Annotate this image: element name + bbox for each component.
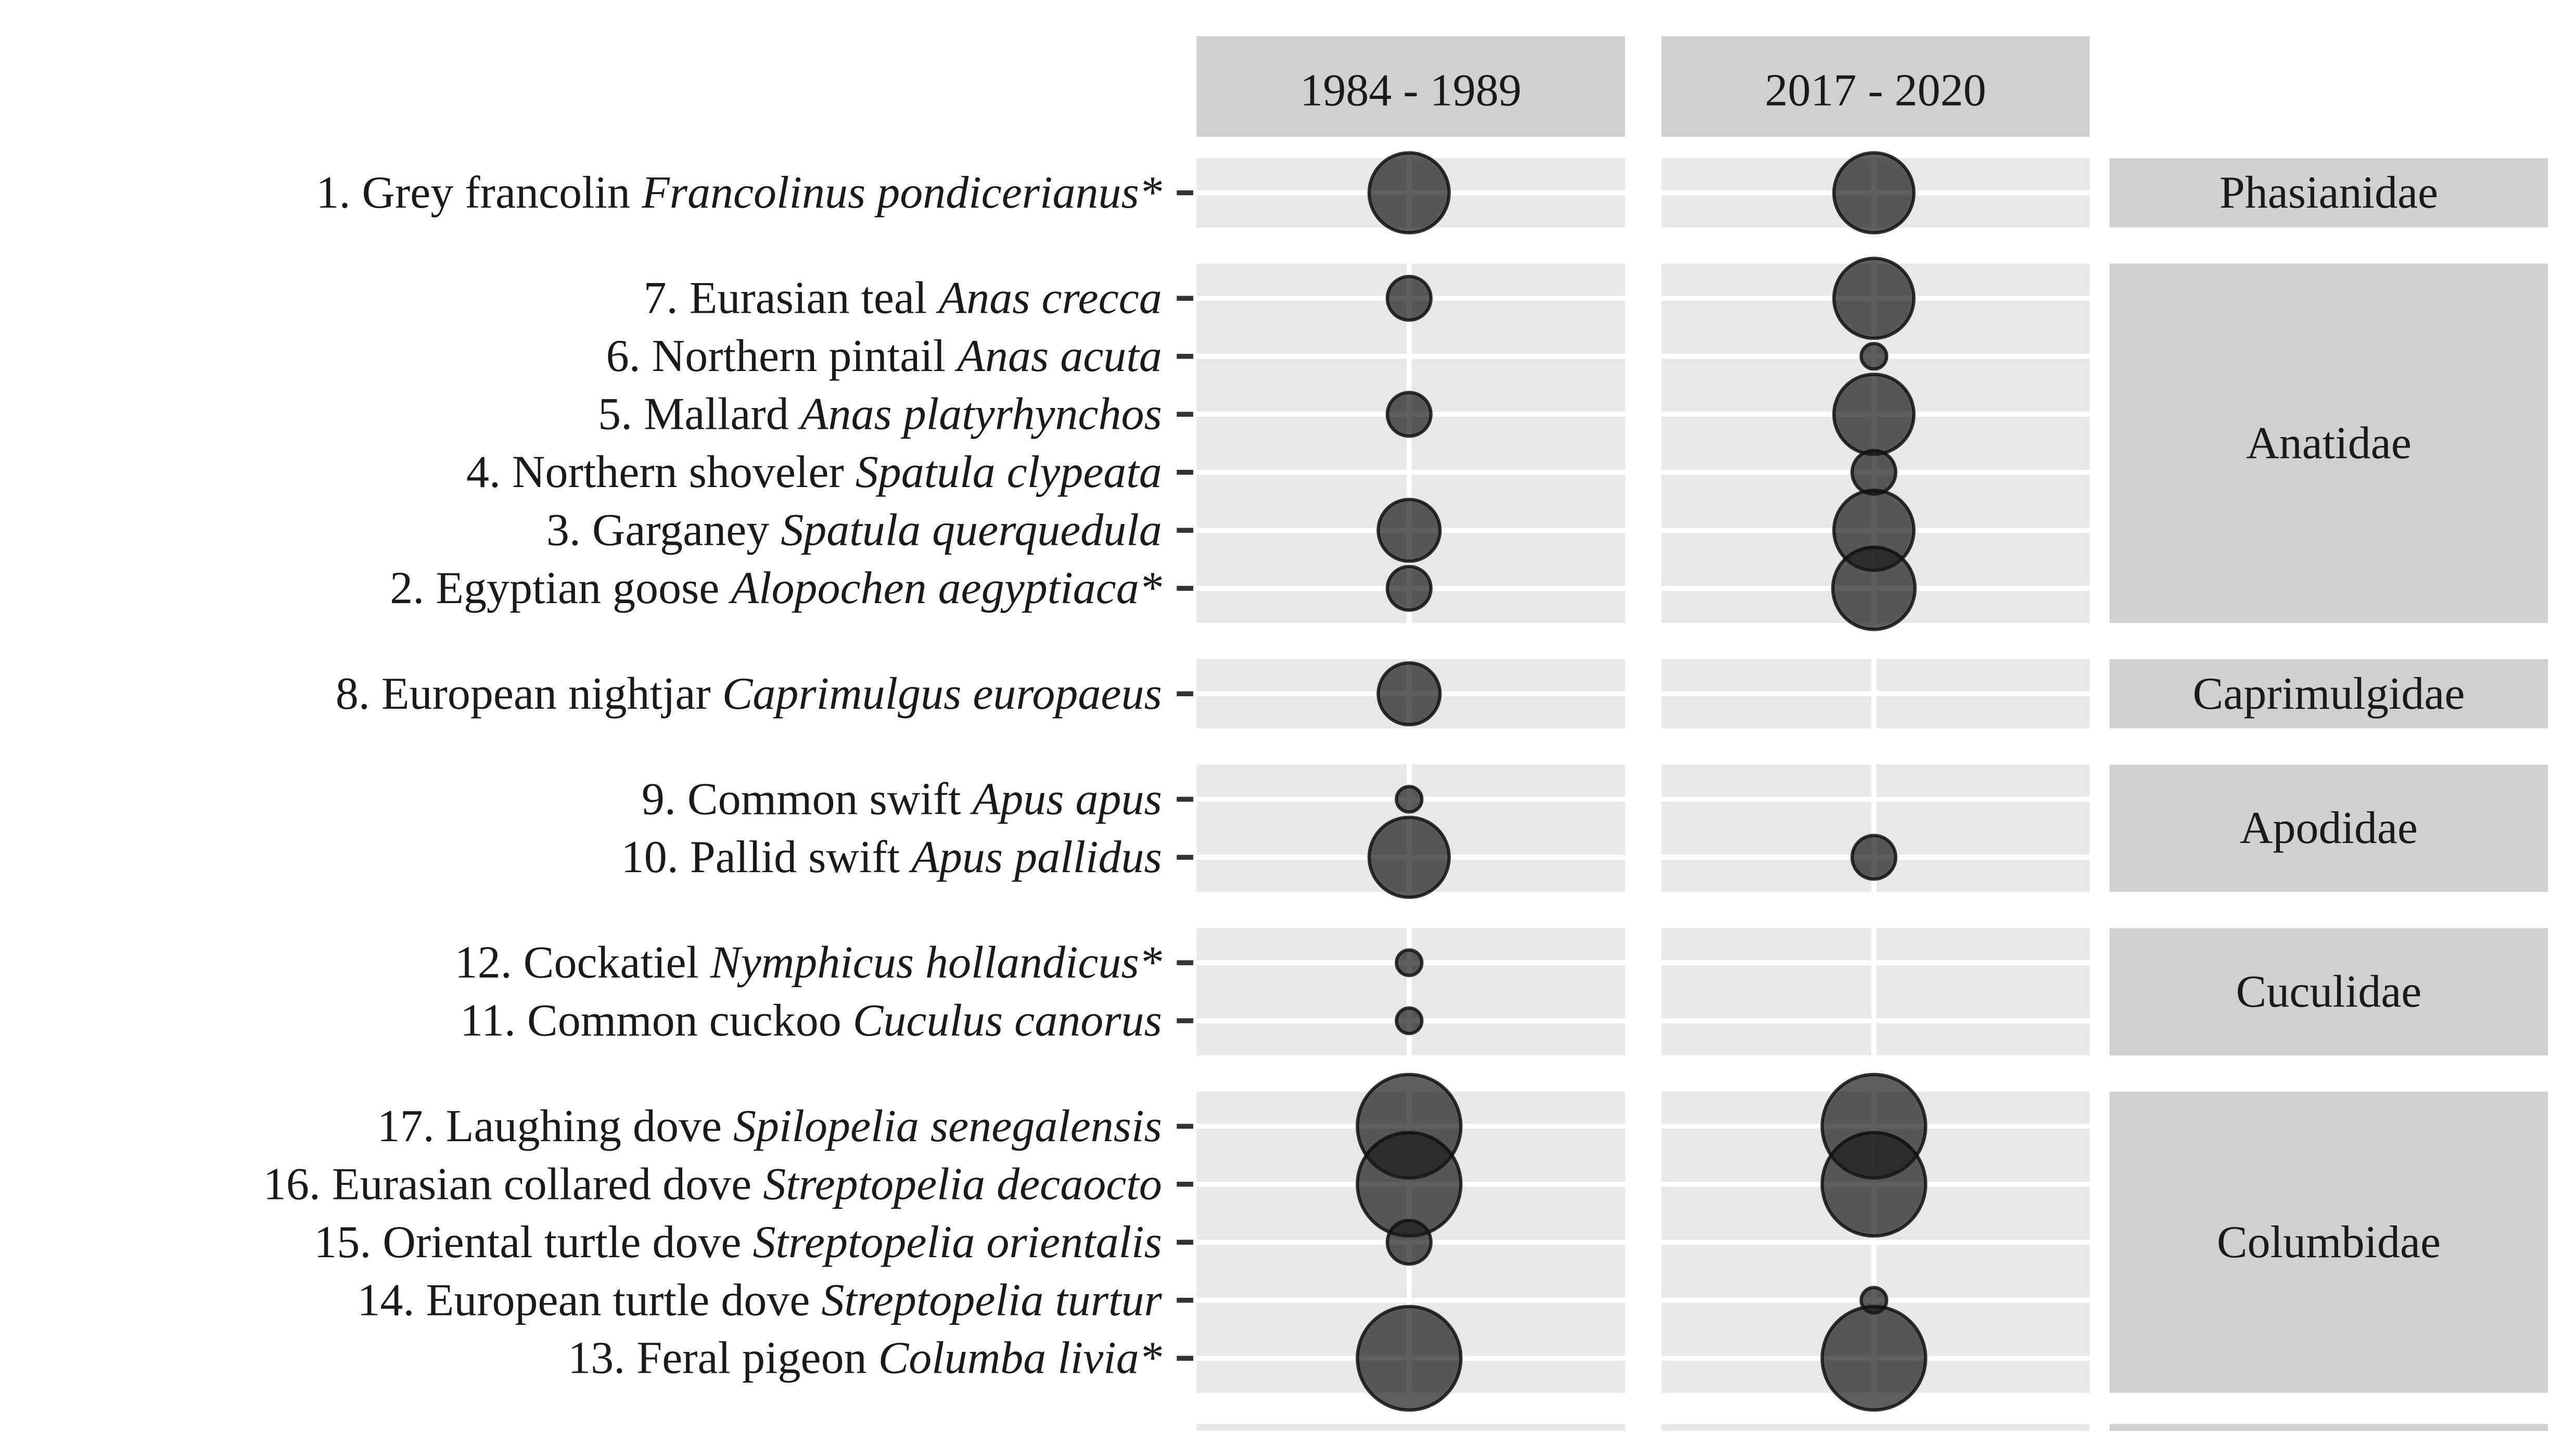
species-label: 1. Grey francolin Francolinus pondiceria… [316, 168, 1162, 218]
period-label: 1984 - 1989 [1300, 66, 1521, 116]
species-common-name: 17. Laughing dove [377, 1101, 733, 1152]
species-latin-name: Cuculus canorus [853, 995, 1162, 1046]
species-label: 9. Common swift Apus apus [642, 774, 1162, 824]
data-point [1820, 1131, 1928, 1238]
species-label: 14. European turtle dove Streptopelia tu… [357, 1275, 1162, 1325]
species-common-name: 5. Mallard [598, 389, 800, 440]
species-common-name: 12. Cockatiel [455, 938, 710, 988]
species-label: 12. Cockatiel Nymphicus hollandicus* [455, 938, 1162, 988]
data-point [1820, 1305, 1928, 1412]
data-point [1395, 948, 1424, 977]
data-point [1831, 545, 1917, 631]
species-latin-name: Caprimulgus europaeus [722, 669, 1162, 719]
species-label: 10. Pallid swift Apus pallidus [621, 832, 1162, 883]
species-latin-name: Alopochen aegyptiaca* [728, 563, 1162, 614]
species-common-name: 1. Grey francolin [316, 168, 642, 218]
species-label: 7. Eurasian teal Anas crecca [644, 273, 1162, 324]
species-latin-name: Columba livia* [878, 1333, 1162, 1384]
species-label: 3. Garganey Spatula querquedula [546, 505, 1162, 556]
panel-background [1196, 1424, 1625, 1431]
data-point [1376, 661, 1442, 726]
species-label: 2. Egyptian goose Alopochen aegyptiaca* [390, 563, 1162, 614]
panel-background [1661, 1424, 2090, 1431]
species-latin-name: Spatula clypeata [856, 447, 1162, 497]
data-point [1385, 391, 1433, 438]
family-label: Caprimulgidae [2192, 669, 2465, 719]
species-latin-name: Anas acuta [954, 331, 1162, 381]
period-strip [1196, 36, 1625, 137]
species-common-name: 15. Oriental turtle dove [314, 1217, 753, 1268]
species-common-name: 14. European turtle dove [357, 1275, 821, 1325]
species-label: 5. Mallard Anas platyrhynchos [598, 389, 1162, 440]
species-common-name: 7. Eurasian teal [644, 273, 939, 324]
species-latin-name: Nymphicus hollandicus* [710, 938, 1162, 988]
species-common-name: 13. Feral pigeon [568, 1333, 878, 1384]
species-common-name: 6. Northern pintail [606, 331, 958, 381]
family-strip [2109, 263, 2548, 623]
species-label: 6. Northern pintail Anas acuta [606, 331, 1162, 381]
data-point [1395, 1006, 1424, 1036]
species-latin-name: Spatula querquedula [781, 505, 1162, 556]
family-strip [2109, 764, 2548, 892]
points-layer [1356, 151, 1928, 1412]
species-latin-name: Streptopelia decaocto [763, 1159, 1162, 1209]
species-common-name: 8. European nightjar [336, 669, 722, 719]
family-label: Apodidae [2240, 803, 2418, 853]
species-label: 8. European nightjar Caprimulgus europae… [336, 669, 1162, 719]
species-latin-name: Anas crecca [936, 273, 1162, 324]
species-label: 11. Common cuckoo Cuculus canorus [460, 995, 1162, 1046]
data-point [1385, 275, 1433, 322]
data-point [1832, 151, 1916, 235]
family-strip [2109, 158, 2548, 228]
species-latin-name: Anas platyrhynchos [798, 389, 1162, 440]
period-label: 2017 - 2020 [1765, 66, 1986, 116]
strips-layer: 1984 - 1989 2017 - 2020 Phasianidae Anatida… [1196, 36, 2548, 1431]
species-label: 17. Laughing dove Spilopelia senegalensi… [377, 1101, 1162, 1152]
data-point [1367, 815, 1451, 899]
species-common-name: 16. Eurasian collared dove [263, 1159, 763, 1209]
species-latin-name: Apus pallidus [909, 832, 1162, 883]
species-common-name: 9. Common swift [642, 774, 973, 824]
family-strip [2109, 1091, 2548, 1393]
period-strip [1661, 36, 2090, 137]
data-point [1356, 1305, 1463, 1412]
family-strip [2109, 659, 2548, 729]
labels-layer: 1. Grey francolin Francolinus pondiceria… [263, 168, 1193, 1384]
species-latin-name: Spilopelia senegalensis [733, 1101, 1162, 1152]
species-latin-name: Streptopelia orientalis [753, 1217, 1162, 1268]
panels-layer [1196, 158, 2090, 1431]
data-point [1395, 785, 1424, 814]
data-point [1385, 565, 1433, 612]
data-point [1859, 342, 1889, 371]
family-label: Columbidae [2217, 1217, 2441, 1268]
family-label: Anatidae [2246, 418, 2412, 468]
data-point [1376, 497, 1442, 563]
family-strip [2109, 928, 2548, 1056]
data-point [1850, 449, 1897, 496]
family-label: Phasianidae [2220, 168, 2438, 218]
species-common-name: 4. Northern shoveler [466, 447, 856, 497]
data-point [1367, 151, 1451, 235]
family-strip [2109, 1424, 2548, 1431]
species-common-name: 11. Common cuckoo [460, 995, 852, 1046]
family-label: Cuculidae [2236, 966, 2422, 1017]
data-point [1832, 373, 1916, 456]
species-label: 15. Oriental turtle dove Streptopelia or… [314, 1217, 1162, 1268]
species-label: 4. Northern shoveler Spatula clypeata [466, 447, 1162, 497]
species-latin-name: Streptopelia turtur [821, 1275, 1162, 1325]
data-point [1385, 1219, 1433, 1266]
species-latin-name: Francolinus pondicerianus* [641, 168, 1162, 218]
species-common-name: 2. Egyptian goose [390, 563, 731, 614]
data-point [1850, 834, 1897, 881]
species-common-name: 3. Garganey [546, 505, 781, 556]
species-label: 16. Eurasian collared dove Streptopelia … [263, 1159, 1162, 1209]
species-label: 13. Feral pigeon Columba livia* [568, 1333, 1162, 1384]
species-common-name: 10. Pallid swift [621, 832, 911, 883]
species-latin-name: Apus apus [970, 774, 1162, 824]
data-point [1832, 257, 1916, 340]
